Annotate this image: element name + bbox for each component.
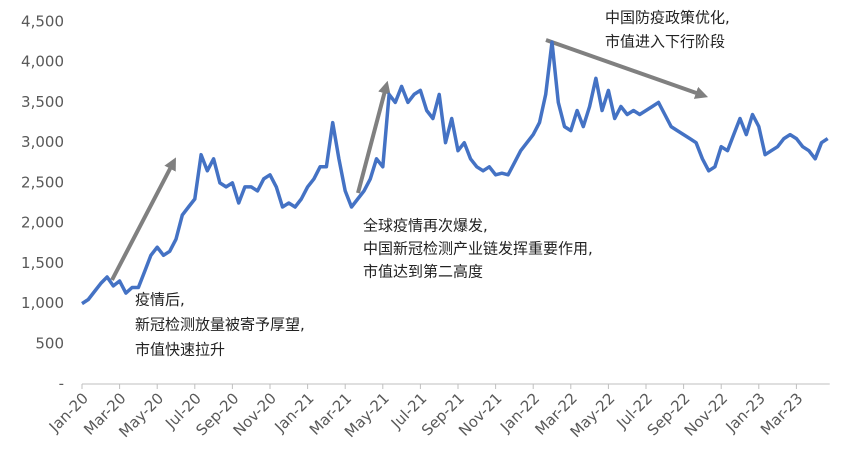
annotation: 疫情后,	[135, 291, 185, 309]
arrow	[110, 157, 176, 281]
annotation: 市值达到第二高度	[363, 263, 483, 281]
y-tick-label: 2,500	[21, 173, 64, 191]
y-tick-label: 1,500	[21, 254, 64, 272]
annotation: 中国防疫政策优化,	[605, 9, 730, 27]
y-tick-label: 4,000	[21, 53, 64, 71]
arrow	[545, 38, 709, 99]
y-tick-label: 1,000	[21, 294, 64, 312]
annotation: 市值进入下行阶段	[605, 33, 725, 51]
y-tick-label: 500	[35, 334, 64, 352]
x-tick-label: Mar-23	[757, 389, 806, 438]
y-tick-label: -	[59, 375, 64, 393]
arrow	[356, 80, 391, 194]
annotation: 新冠检测放量被寄予厚望,	[135, 316, 305, 334]
annotation: 中国新冠检测产业链发挥重要作用,	[363, 240, 593, 258]
y-tick-label: 3,500	[21, 93, 64, 111]
annotation: 市值快速拉升	[135, 341, 225, 359]
series-line	[81, 40, 829, 306]
y-tick-label: 3,000	[21, 133, 64, 151]
annotation: 全球疫情再次爆发,	[363, 217, 488, 235]
y-tick-label: 2,000	[21, 214, 64, 232]
y-tick-label: 4,500	[21, 13, 64, 31]
